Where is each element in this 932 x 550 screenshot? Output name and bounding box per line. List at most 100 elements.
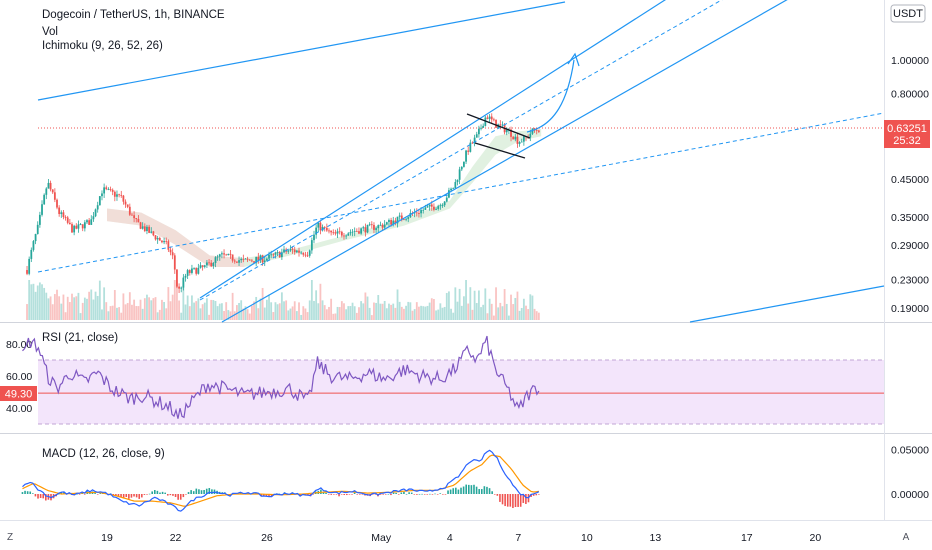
volume-bar — [148, 297, 150, 320]
candle-body — [257, 256, 260, 261]
candle-body — [501, 124, 504, 126]
auto-scale-button[interactable]: A — [903, 532, 910, 543]
candle-body — [229, 253, 232, 255]
candle-body — [169, 249, 172, 253]
volume-bar — [351, 302, 354, 320]
price-axis[interactable]: 1.00000 0.80000 0.45000 0.35000 0.29000 0.230… — [891, 55, 929, 315]
volume-bar — [253, 301, 255, 320]
ichimoku-legend[interactable]: Ichimoku (9, 26, 52, 26) — [42, 40, 163, 52]
macd-histogram-bar — [486, 486, 488, 494]
volume-bar — [178, 300, 180, 320]
macd-histogram-bar — [416, 494, 418, 495]
volume-bar — [285, 300, 288, 320]
volume-bar — [295, 311, 298, 320]
macd-histogram-bar — [190, 490, 192, 494]
macd-legend[interactable]: MACD (12, 26, close, 9) — [42, 448, 165, 460]
macd-axis[interactable]: 0.05000 0.00000 — [891, 445, 929, 502]
volume-bar — [283, 301, 285, 320]
candle-body — [236, 261, 238, 263]
candle-body — [244, 258, 247, 260]
volume-bar — [26, 304, 28, 320]
candles[interactable] — [26, 113, 540, 293]
top-trendline[interactable] — [37, 1, 566, 101]
volume-bar — [458, 288, 461, 320]
macd-pane[interactable]: 0.05000 0.00000 MACD (12, 26, close, 9) — [21, 445, 929, 512]
channel-mid-line[interactable] — [199, 0, 725, 301]
volume-bar — [118, 307, 121, 320]
volume-bar — [81, 302, 84, 320]
projection-arrow-curve[interactable] — [526, 59, 575, 133]
candle-body — [325, 227, 328, 231]
macd-histogram-bar — [405, 493, 408, 495]
rsi-line[interactable] — [22, 335, 540, 419]
volume-bar — [214, 300, 217, 320]
channel-lower-line[interactable] — [221, 0, 790, 323]
long-dashed-trendline[interactable] — [37, 112, 885, 273]
vol-legend[interactable]: Vol — [42, 26, 58, 38]
volume-bar — [229, 311, 232, 320]
candle-body — [64, 217, 67, 218]
macd-line[interactable] — [22, 449, 540, 512]
macd-histogram-bar — [530, 494, 532, 497]
volume-bar — [482, 304, 485, 320]
volume-bar — [362, 303, 365, 320]
trend-drawings[interactable] — [37, 0, 885, 323]
macd-histogram-bar — [172, 494, 174, 496]
macd-histogram-bar — [379, 494, 382, 495]
volume-bar — [467, 303, 470, 320]
volume-bar — [313, 300, 315, 320]
macd-histogram-bar — [143, 494, 146, 495]
macd-histogram-bar — [522, 494, 525, 503]
volume-bar — [272, 312, 275, 320]
macd-histogram-bar — [532, 494, 535, 496]
candle-body — [505, 130, 508, 133]
volume-bar — [176, 280, 178, 320]
volume-bar — [161, 299, 163, 320]
rsi-tick-label: 80.00 — [6, 339, 32, 351]
macd-histogram-bar — [431, 494, 434, 495]
volume-bar — [375, 302, 378, 320]
candle-body — [118, 194, 121, 196]
macd-histogram-bar — [138, 494, 141, 499]
volume-bar — [73, 297, 76, 320]
candle-body — [103, 187, 106, 194]
candle-body — [439, 205, 442, 207]
volume-bar — [242, 308, 245, 320]
volume-bar — [310, 280, 313, 320]
volume-bar — [146, 294, 148, 320]
flag-upper-line[interactable] — [466, 113, 531, 139]
rsi-axis[interactable]: 80.00 60.00 40.00 — [6, 339, 32, 415]
rsi-legend[interactable]: RSI (21, close) — [42, 332, 118, 344]
price-pane[interactable]: Dogecoin / TetherUS, 1h, BINANCE Vol Ich… — [26, 0, 930, 323]
volume-bar — [131, 304, 133, 320]
volume-bar — [424, 306, 427, 320]
candle-body — [30, 249, 33, 259]
macd-histogram-bar — [203, 490, 205, 494]
zoom-reset-button[interactable]: Z — [7, 532, 13, 543]
candle-body — [246, 258, 249, 260]
candle-body — [385, 222, 388, 225]
currency-badge[interactable] — [890, 4, 926, 23]
volume-bar — [231, 292, 234, 320]
volume-bar — [193, 302, 195, 320]
candle-body — [291, 248, 294, 250]
macd-histogram-bar — [387, 493, 390, 495]
rsi-pane[interactable]: 80.00 60.00 40.00 RSI (21, close) 49.30 — [0, 332, 884, 425]
macd-histogram-bar — [179, 494, 182, 500]
volume-bar — [456, 301, 459, 320]
macd-histogram-bar — [418, 493, 421, 495]
macd-histogram-bar — [467, 484, 470, 494]
candle-body — [413, 212, 416, 214]
channel-upper-line[interactable] — [199, 0, 668, 299]
volume-bar — [152, 298, 155, 320]
volume-bar — [413, 309, 416, 320]
volume-bar — [169, 301, 172, 320]
time-axis[interactable]: 19 22 26 May 4 7 10 13 17 20 — [101, 532, 821, 544]
macd-histogram-bar — [338, 494, 340, 497]
volume-bar — [411, 310, 414, 320]
bottom-right-trendline[interactable] — [689, 285, 885, 323]
flag-lower-line[interactable] — [474, 142, 526, 159]
macd-histogram-bar — [473, 484, 475, 494]
price-tick-label: 0.80000 — [891, 88, 929, 100]
